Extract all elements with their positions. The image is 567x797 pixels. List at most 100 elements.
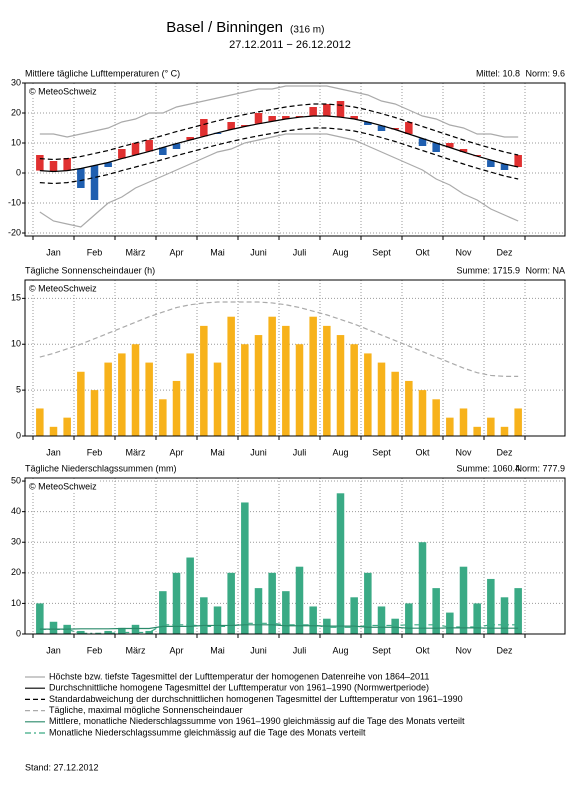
bar <box>36 408 44 436</box>
stat-label: Summe: 1715.9 <box>456 265 520 275</box>
elevation: (316 m) <box>290 25 324 36</box>
x-tick-label: Jan <box>46 247 61 257</box>
chart-title: Tägliche Sonnenscheindauer (h) <box>25 265 155 275</box>
x-tick-label: Aug <box>332 247 348 257</box>
x-tick-label: Jan <box>46 447 61 457</box>
stand: Stand: 27.12.2012 <box>25 762 99 772</box>
x-tick-label: Feb <box>87 447 103 457</box>
bar <box>364 353 372 436</box>
stat-label: Norm: 9.6 <box>525 68 565 78</box>
stat-label: Norm: NA <box>525 265 565 275</box>
y-tick-label: 0 <box>16 430 21 440</box>
bar <box>118 627 126 634</box>
bar <box>77 371 85 436</box>
y-tick-label: -20 <box>8 227 21 237</box>
legend-label: Monatliche Niederschlagssumme gleichmäss… <box>49 727 366 737</box>
x-tick-label: Dez <box>496 447 513 457</box>
x-tick-label: Feb <box>87 247 103 257</box>
x-tick-label: Aug <box>332 645 348 655</box>
bar <box>364 572 372 634</box>
y-tick-label: 10 <box>11 339 21 349</box>
chart-title: Tägliche Niederschlagssummen (mm) <box>25 463 177 473</box>
anomaly-bar <box>254 113 263 124</box>
bar <box>500 426 509 436</box>
bar <box>268 572 276 634</box>
bar <box>295 344 304 436</box>
x-tick-label: Mai <box>210 247 225 257</box>
bar <box>377 362 386 436</box>
legend-label: Mittlere, monatliche Niederschlagssumme … <box>49 716 465 726</box>
y-tick-label: 10 <box>11 598 21 608</box>
anomaly-bar <box>282 116 290 119</box>
anomaly-bar <box>514 155 522 167</box>
bar <box>391 371 399 436</box>
bar <box>90 390 99 436</box>
anomaly-bar <box>63 158 71 171</box>
x-tick-label: Mai <box>210 447 225 457</box>
bar <box>350 344 358 436</box>
bar <box>49 426 58 436</box>
x-tick-label: Jan <box>46 645 61 655</box>
bar <box>172 380 181 436</box>
y-tick-label: 0 <box>16 167 21 177</box>
legend-label: Tägliche, maximal mögliche Sonnenscheind… <box>49 705 243 715</box>
x-tick-label: Juni <box>250 645 267 655</box>
x-tick-label: Nov <box>455 645 472 655</box>
series-line <box>39 624 519 630</box>
x-tick-label: Juni <box>250 447 267 457</box>
series-line <box>39 301 519 377</box>
x-tick-label: Juli <box>293 247 307 257</box>
anomaly-bar <box>186 137 194 140</box>
anomaly-bar <box>90 165 99 200</box>
period: 27.12.2011 − 26.12.2012 <box>229 39 351 51</box>
bar <box>405 380 413 436</box>
bar <box>446 612 454 634</box>
bar <box>418 542 427 634</box>
bar <box>118 353 126 436</box>
bar <box>500 597 509 634</box>
source: © MeteoSchweiz <box>29 283 97 293</box>
bar <box>254 588 263 634</box>
bar <box>254 335 263 436</box>
bar <box>213 362 222 436</box>
anomaly-bar <box>446 143 454 148</box>
bar <box>104 362 112 436</box>
bar <box>309 606 317 634</box>
x-tick-label: März <box>126 645 146 655</box>
anomaly-bar <box>77 168 85 188</box>
source-bg <box>27 480 99 492</box>
x-tick-label: Sept <box>372 645 391 655</box>
bar <box>514 588 522 634</box>
bar <box>336 335 345 436</box>
anomaly-bar <box>49 161 58 172</box>
anomaly-bar <box>200 119 208 137</box>
bar <box>172 572 181 634</box>
y-tick-label: 0 <box>16 628 21 638</box>
bar <box>159 591 167 634</box>
anomaly-bar <box>227 122 235 130</box>
y-tick-label: 30 <box>11 537 21 547</box>
anomaly-bar <box>268 116 276 122</box>
y-tick-label: 30 <box>11 77 21 87</box>
chart-title: Mittlere tägliche Lufttemperaturen (° C) <box>25 68 180 78</box>
x-tick-label: Apr <box>169 447 183 457</box>
series-line <box>39 622 519 634</box>
bar <box>350 597 358 634</box>
bar <box>323 325 331 436</box>
series-line <box>39 85 519 138</box>
y-tick-label: 50 <box>11 475 21 485</box>
series-line <box>39 127 519 185</box>
bar <box>487 417 495 436</box>
y-tick-label: -10 <box>8 197 21 207</box>
anomaly-bar <box>145 140 153 152</box>
source: © MeteoSchweiz <box>29 481 97 491</box>
bar <box>405 603 413 634</box>
bar <box>241 502 249 634</box>
x-tick-label: März <box>126 247 146 257</box>
anomaly-bar <box>350 116 358 119</box>
y-tick-label: 15 <box>11 293 21 303</box>
legend-label: Höchste bzw. tiefste Tagesmittel der Luf… <box>49 671 429 681</box>
anomaly-bar <box>364 122 372 125</box>
